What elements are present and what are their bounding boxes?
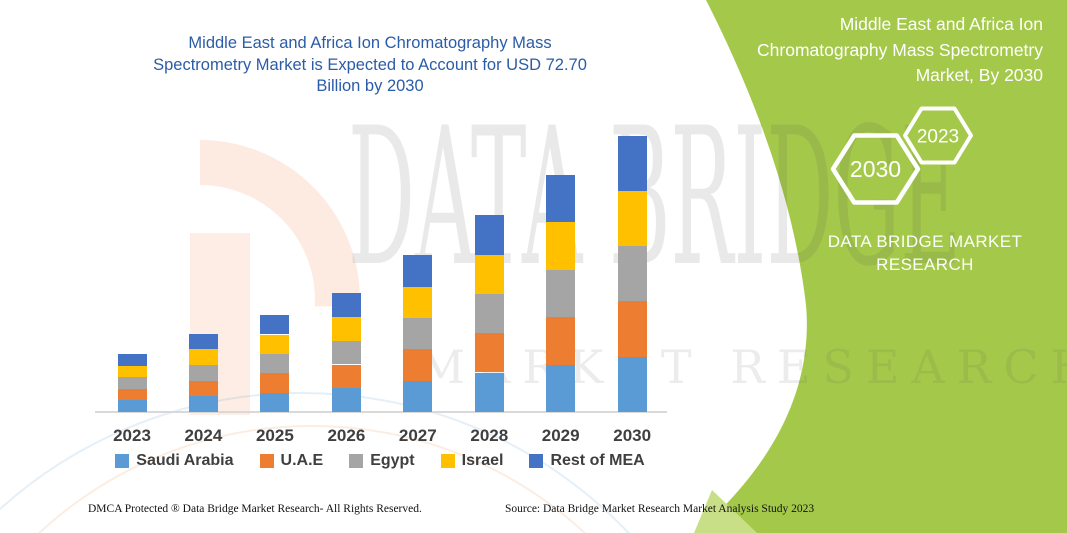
green-panel-fold-accent [694,490,757,533]
bar-segment-rest-of-mea [117,353,147,366]
panel-heading-line-1: Middle East and Africa Ion [839,14,1043,34]
bar-segment-saudi-arabia [474,372,504,412]
x-axis-label-2030: 2030 [613,426,652,445]
legend-item-egypt: Egypt [349,452,415,470]
legend-item-u-a-e: U.A.E [259,452,324,470]
legend-label: Saudi Arabia [136,452,234,469]
legend-label: Egypt [370,452,415,469]
bar-segment-u-a-e [474,333,504,373]
bar-segment-rest-of-mea [474,215,504,255]
x-axis-label-2024: 2024 [184,426,223,445]
brand-name-line-2: RESEARCH [876,255,974,274]
bar-segment-israel [403,286,433,319]
chart-title: Middle East and Africa Ion Chromatograph… [100,33,640,98]
bar-segment-rest-of-mea [188,333,218,350]
bar-segment-egypt [117,377,147,389]
legend-item-rest-of-mea: Rest of MEA [529,452,645,470]
x-axis-label-2028: 2028 [470,426,509,445]
legend-label: Israel [461,452,504,469]
x-axis-label-2029: 2029 [541,426,580,445]
bar-segment-rest-of-mea [260,314,290,335]
legend-label: Rest of MEA [550,452,645,469]
bar-segment-rest-of-mea [331,293,361,317]
bar-segment-israel [260,334,290,354]
legend-item-saudi-arabia: Saudi Arabia [115,452,234,470]
hexagon-2023-outline [903,106,973,165]
brand-name-line-1: DATA BRIDGE MARKET [827,232,1023,251]
x-axis-label-2027: 2027 [398,426,437,445]
bar-segment-u-a-e [403,349,433,381]
legend-item-israel: Israel [440,452,504,470]
legend-swatch [440,454,455,468]
bar-segment-israel [117,365,147,377]
legend-label: U.A.E [280,452,324,469]
bar-segment-u-a-e [260,373,290,393]
bar-segment-rest-of-mea [546,174,576,222]
bar-segment-u-a-e [617,301,647,357]
bar-segment-u-a-e [546,317,576,365]
chart-title-line-1: Middle East and Africa Ion Chromatograph… [188,34,552,52]
bar-segment-saudi-arabia [546,364,576,412]
panel-heading-line-3: Market, By 2030 [915,65,1043,85]
bar-segment-rest-of-mea [403,255,433,287]
bar-segment-saudi-arabia [617,356,647,412]
chart-title-line-2: Spectrometry Market is Expected to Accou… [153,55,587,74]
x-axis-label-2025: 2025 [255,426,294,445]
legend-swatch [349,454,364,468]
bar-segment-egypt [474,293,504,334]
footer-copyright: DMCA Protected ® Data Bridge Market Rese… [88,503,422,515]
bar-segment-egypt [617,246,647,302]
legend-swatch [259,454,274,468]
bar-segment-u-a-e [331,364,361,389]
bar-segment-egypt [188,365,218,381]
bar-segment-saudi-arabia [403,380,433,412]
bar-segment-israel [331,317,361,341]
bar-segment-egypt [331,340,361,365]
watermark-market-research: MARKET RESEARCH [418,340,1067,394]
bar-segment-egypt [546,269,576,317]
bar-segment-israel [188,349,218,366]
bar-segment-rest-of-mea [617,135,647,191]
x-axis-line [95,411,667,413]
bar-segment-saudi-arabia [188,396,218,412]
legend-swatch [115,454,130,468]
x-axis-label-2023: 2023 [113,426,151,445]
bar-segment-egypt [260,353,290,374]
brand-name: DATA BRIDGE MARKET RESEARCH [775,230,1067,276]
x-axis-label-2026: 2026 [327,426,366,445]
hexagon-2030-label: 2030 [850,156,901,182]
legend-swatch [529,454,544,468]
bar-segment-egypt [403,318,433,350]
hexagon-badges: 2030 2023 [830,106,973,205]
panel-heading-line-2: Chromatography Mass Spectrometry [757,39,1043,60]
footer-source: Source: Data Bridge Market Research Mark… [505,503,815,515]
bar-segment-israel [546,222,576,270]
green-panel-path [696,0,1067,533]
bar-segment-saudi-arabia [117,400,147,412]
bar-segment-saudi-arabia [331,388,361,412]
legend: Saudi Arabia U.A.E Egypt Israel Rest of MEA [85,452,675,470]
panel-heading: Middle East and Africa Ion Chromatograph… [713,12,1043,89]
bar-segment-u-a-e [188,380,218,397]
bar-segment-israel [474,254,504,294]
chart-title-line-3: Billion by 2030 [316,77,424,95]
bar-segment-israel [617,190,647,247]
bar-segment-u-a-e [117,388,147,401]
hexagon-2023-label: 2023 [917,127,959,148]
bar-segment-saudi-arabia [260,392,290,412]
hexagon-2030-outline [830,133,921,205]
